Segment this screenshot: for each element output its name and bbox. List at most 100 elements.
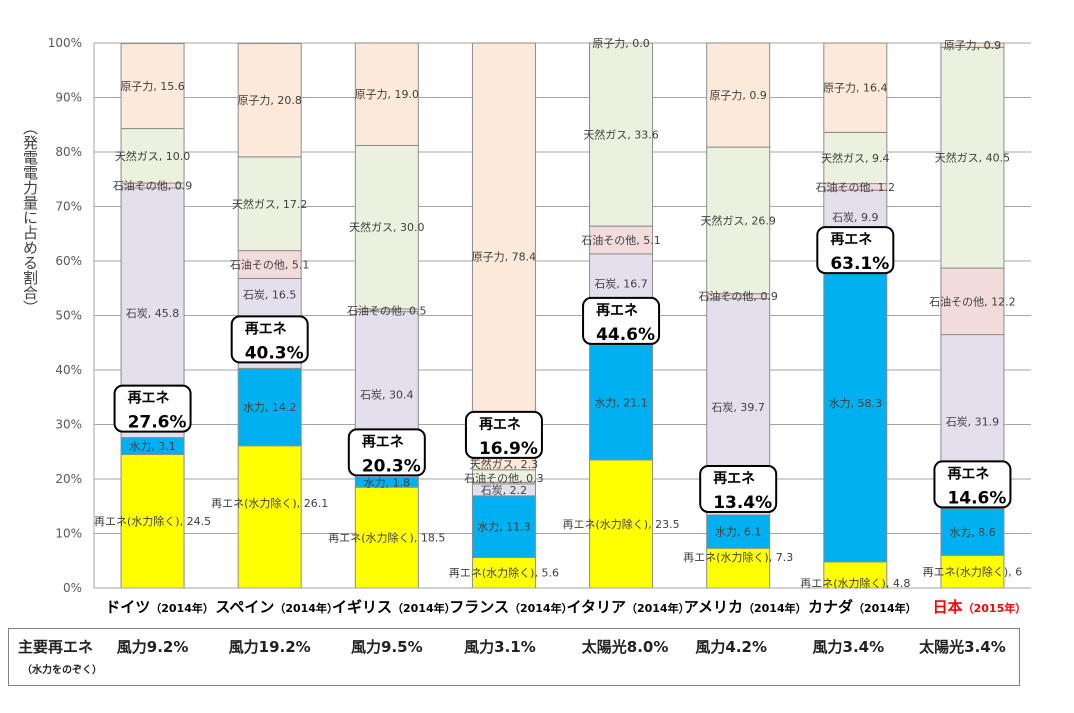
data-labels: 再エネ(水力除く), 24.5 水力, 3.1 石炭, 45.8 石油その他, 0.9…: [94, 37, 1022, 590]
data-label: 石油その他, 5.1: [581, 233, 661, 247]
bar-segment-hydro: [237, 367, 302, 447]
y-axis-title: （発電電力量に占める割合）: [21, 120, 39, 315]
bar-segment-hydro: [706, 514, 771, 549]
data-label: 天然ガス, 17.2: [232, 197, 308, 211]
data-label: 原子力, 0.9: [709, 89, 767, 102]
bar-segment-natural-gas: [589, 42, 654, 227]
axes: [93, 43, 1031, 589]
data-label: 石油その他, 5.1: [230, 258, 310, 272]
data-label: 水力, 21.1: [594, 396, 648, 409]
data-label: 石炭, 2.2: [481, 484, 528, 497]
bar-segment-hydro: [471, 495, 536, 558]
renewable-callout: 再エネ 13.4%: [699, 464, 778, 513]
data-label: 石油その他, 0.9: [698, 289, 778, 303]
bar-segment-hydro: [589, 344, 654, 461]
data-label: 水力, 14.2: [243, 401, 297, 414]
country-name: スペイン: [215, 598, 274, 616]
bar-segment-nuclear: [706, 42, 771, 148]
callout-box: [464, 410, 543, 459]
data-label: 石炭, 16.7: [594, 277, 648, 290]
bar-segment-oil-other: [237, 250, 302, 279]
bar-segment-natural-gas: [823, 131, 888, 185]
callout-title: 再エネ: [362, 434, 404, 450]
country-name: フランス: [449, 598, 509, 616]
data-label: 水力, 1.8: [364, 476, 411, 489]
data-label: 天然ガス, 10.0: [115, 149, 191, 163]
y-tick-label: 90%: [55, 91, 82, 105]
data-label: 水力, 6.1: [715, 526, 762, 539]
callout-title: 再エネ: [479, 417, 521, 433]
bar-stack: [706, 42, 771, 589]
renewable-callout: 再エネ 16.9%: [464, 410, 543, 459]
main-renewable-value: 風力3.4%: [812, 638, 885, 656]
data-label: 石油その他, 0.5: [347, 303, 427, 317]
callout-value: 20.3%: [362, 456, 421, 476]
bar-stack: [823, 42, 888, 589]
x-axis-labels: ドイツ（2014年） スペイン（2014年）イギリス（2014年）フランス（201…: [105, 598, 1026, 616]
bar-stack: [354, 42, 419, 589]
country-name: カナダ: [808, 598, 853, 616]
x-category-label: スペイン（2014年）: [215, 598, 338, 616]
country-name: イギリス: [332, 598, 392, 616]
renewable-callout: 再エネ 40.3%: [230, 315, 309, 364]
year-label: （2014年）: [150, 601, 214, 615]
main-renewable-value: 風力3.1%: [464, 638, 536, 656]
callout-value: 16.9%: [479, 439, 538, 459]
y-tick-label: 0%: [63, 581, 82, 595]
data-label: 石炭, 45.8: [126, 307, 180, 320]
main-renewable-value: 風力19.2%: [228, 638, 311, 656]
callout-value: 63.1%: [830, 254, 889, 274]
x-category-label: イタリア（2014年）: [567, 598, 690, 616]
year-label: （2014年）: [392, 601, 456, 615]
country-name: イタリア: [567, 598, 626, 616]
country-name: ドイツ: [105, 598, 150, 616]
renewable-callout: 再エネ 63.1%: [816, 226, 895, 274]
year-label: （2014年）: [743, 601, 807, 615]
data-label: 天然ガス, 9.4: [821, 151, 890, 165]
y-tick-label: 10%: [55, 527, 82, 541]
bar-segment-renewable-excl-hydro: [120, 453, 185, 589]
main-renewable-value: 風力4.2%: [695, 638, 767, 656]
data-label: 原子力, 15.6: [120, 80, 185, 93]
data-label: 石油その他, 1.2: [816, 180, 896, 194]
callout-value: 13.4%: [713, 493, 772, 513]
data-label: 再エネ(水力除く), 24.5: [94, 514, 211, 528]
callout-box: [699, 464, 778, 513]
callout-box: [582, 296, 661, 345]
bar-segment-natural-gas: [940, 46, 1005, 269]
x-category-label: フランス（2014年）: [449, 598, 572, 616]
data-label: 再エネ(水力除く), 18.5: [328, 531, 445, 545]
data-label: 原子力, 20.8: [237, 94, 302, 107]
callout-box: [230, 315, 309, 364]
bar-segment-nuclear: [940, 42, 1005, 48]
callout-title: 再エネ: [245, 321, 287, 337]
data-label: 再エネ(水力除く), 26.1: [211, 496, 328, 510]
bar-segment-natural-gas: [354, 144, 419, 310]
bar-segment-nuclear: [354, 42, 419, 146]
x-category-label: カナダ（2014年）: [808, 598, 917, 616]
data-label: 水力, 11.3: [477, 521, 531, 534]
callout-title: 再エネ: [128, 391, 170, 407]
y-tick-label: 30%: [55, 418, 82, 432]
data-label: 石油その他, 12.2: [929, 294, 1016, 308]
renewable-callout: 再エネ 44.6%: [582, 296, 661, 345]
country-name: アメリカ: [684, 598, 743, 616]
data-label: 天然ガス, 30.0: [349, 220, 425, 234]
data-label: 天然ガス, 40.5: [935, 151, 1011, 165]
bar-segment-natural-gas: [706, 146, 771, 295]
renewable-callout: 再エネ 20.3%: [347, 428, 426, 477]
data-label: 天然ガス, 26.9: [700, 213, 776, 227]
country-name: 日本: [933, 598, 963, 616]
callout-value: 14.6%: [947, 488, 1006, 508]
data-label: 水力, 3.1: [129, 440, 176, 453]
data-label: 石炭, 16.5: [243, 288, 297, 301]
callout-title: 再エネ: [947, 466, 989, 482]
main-renewable-value: 太陽光3.4%: [919, 638, 1006, 656]
x-category-label: イギリス（2014年）: [332, 598, 456, 616]
bar-segment-renewable-excl-hydro: [940, 554, 1005, 589]
data-label: 原子力, 78.4: [472, 250, 537, 263]
callout-box: [113, 384, 192, 433]
year-label: （2014年）: [509, 601, 573, 615]
y-tick-label: 50%: [55, 309, 82, 323]
data-label: 原子力, 16.4: [823, 82, 888, 95]
